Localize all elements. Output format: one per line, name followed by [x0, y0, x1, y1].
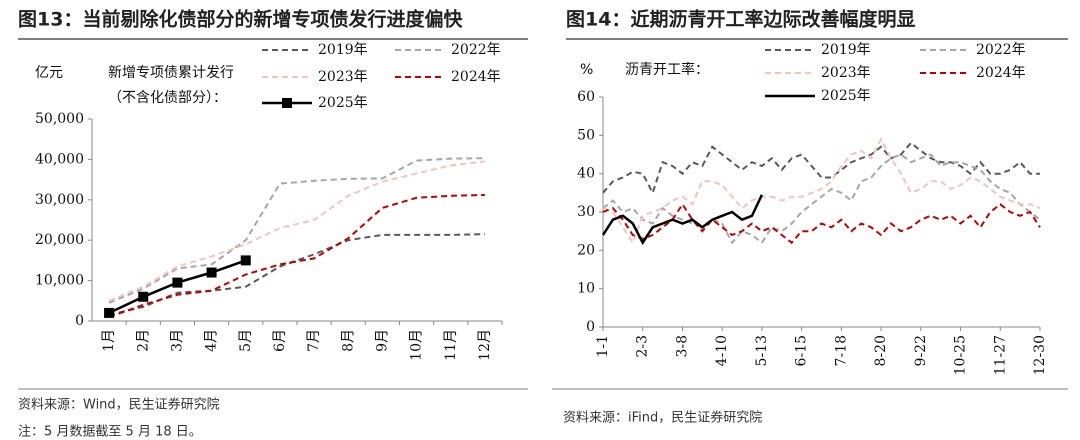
y-tick-label: 0 [586, 319, 595, 335]
x-tick-label: 3月 [169, 329, 185, 352]
series-line [602, 202, 1041, 245]
y-tick-label: 60 [577, 89, 595, 105]
y-tick-label: 50 [577, 127, 595, 143]
x-tick-label: 5月 [238, 329, 254, 352]
x-tick-label: 4-10 [714, 335, 730, 366]
x-tick-label: 1月 [101, 329, 117, 352]
y-tick-label: 30 [577, 204, 595, 220]
x-tick-label: 1-1 [595, 335, 611, 358]
annotation: 新增专项债累计发行 [108, 65, 234, 81]
x-tick-label: 8月 [340, 329, 356, 352]
x-tick-label: 2-3 [635, 335, 651, 358]
series-marker [172, 277, 183, 288]
chart: 图14：近期沥青开工率边际改善幅度明显% 沥青开工率： 0 10 20 30 40 50 60 1… [563, 8, 1068, 426]
chart-title: 图13：当前剔除化债部分的新增专项债发行进度偏快 [18, 8, 463, 31]
x-tick-label: 10月 [409, 329, 425, 361]
annotation: （不含化债部分）： [108, 90, 227, 106]
y-tick-label: 0 [75, 313, 84, 329]
y-tick-label: 30,000 [35, 192, 84, 208]
x-tick-label: 12月 [477, 329, 493, 361]
series-line [602, 153, 1041, 245]
x-tick-label: 5-13 [754, 335, 770, 366]
x-tick-label: 9-22 [913, 335, 929, 366]
legend-marker [282, 98, 292, 108]
y-tick-label: 40 [577, 166, 595, 182]
y-tick-label: 10 [577, 281, 595, 297]
x-tick-label: 12-30 [1032, 335, 1048, 375]
x-tick-label: 8-20 [873, 335, 889, 366]
series-line [108, 157, 485, 304]
series-line [108, 194, 485, 318]
series-line [108, 160, 486, 302]
legend-label: 2024年 [451, 69, 501, 85]
x-tick-label: 2月 [135, 329, 151, 352]
series-marker [240, 255, 251, 266]
x-tick-label: 11月 [443, 329, 459, 361]
legend-label: 2022年 [451, 42, 501, 58]
x-tick-label: 9月 [374, 329, 390, 352]
y-axis-label: 亿元 [35, 65, 63, 81]
source: 资料来源：Wind，民生证券研究院 [18, 397, 220, 413]
legend-label: 2022年 [976, 42, 1026, 58]
x-tick-label: 11-27 [992, 335, 1008, 375]
chart-title: 图14：近期沥青开工率边际改善幅度明显 [566, 8, 915, 31]
legend-label: 2025年 [318, 95, 368, 111]
x-tick-label: 4月 [204, 329, 220, 352]
y-tick-label: 50,000 [35, 111, 84, 127]
legend-label: 2019年 [318, 42, 368, 58]
series-line [108, 233, 485, 316]
y-tick-label: 40,000 [35, 151, 84, 167]
y-tick-label: 20,000 [35, 232, 84, 248]
series-marker [206, 267, 217, 278]
legend-label: 2023年 [821, 65, 871, 81]
series-line [602, 137, 1041, 245]
series-marker [104, 307, 115, 318]
x-tick-label: 3-8 [674, 335, 690, 358]
source: 资料来源：iFind，民生证券研究院 [563, 410, 762, 426]
x-tick-label: 7月 [306, 329, 322, 352]
x-tick-label: 6-15 [794, 335, 810, 366]
x-tick-label: 10-25 [953, 335, 969, 375]
legend-label: 2019年 [821, 42, 871, 58]
series-line [601, 194, 764, 246]
y-axis-label: % [580, 62, 593, 78]
annotation: 沥青开工率： [625, 61, 709, 78]
legend-label: 2024年 [976, 65, 1026, 81]
series-marker [138, 291, 149, 302]
x-tick-label: 6月 [272, 329, 288, 352]
x-tick-label: 7-18 [833, 335, 849, 366]
y-tick-label: 10,000 [35, 273, 84, 289]
note: 注：5 月数据截至 5 月 18 日。 [18, 425, 202, 440]
legend-label: 2023年 [318, 69, 368, 85]
legend-label: 2025年 [821, 88, 871, 104]
y-tick-label: 20 [577, 242, 595, 258]
series-line [602, 141, 1040, 196]
